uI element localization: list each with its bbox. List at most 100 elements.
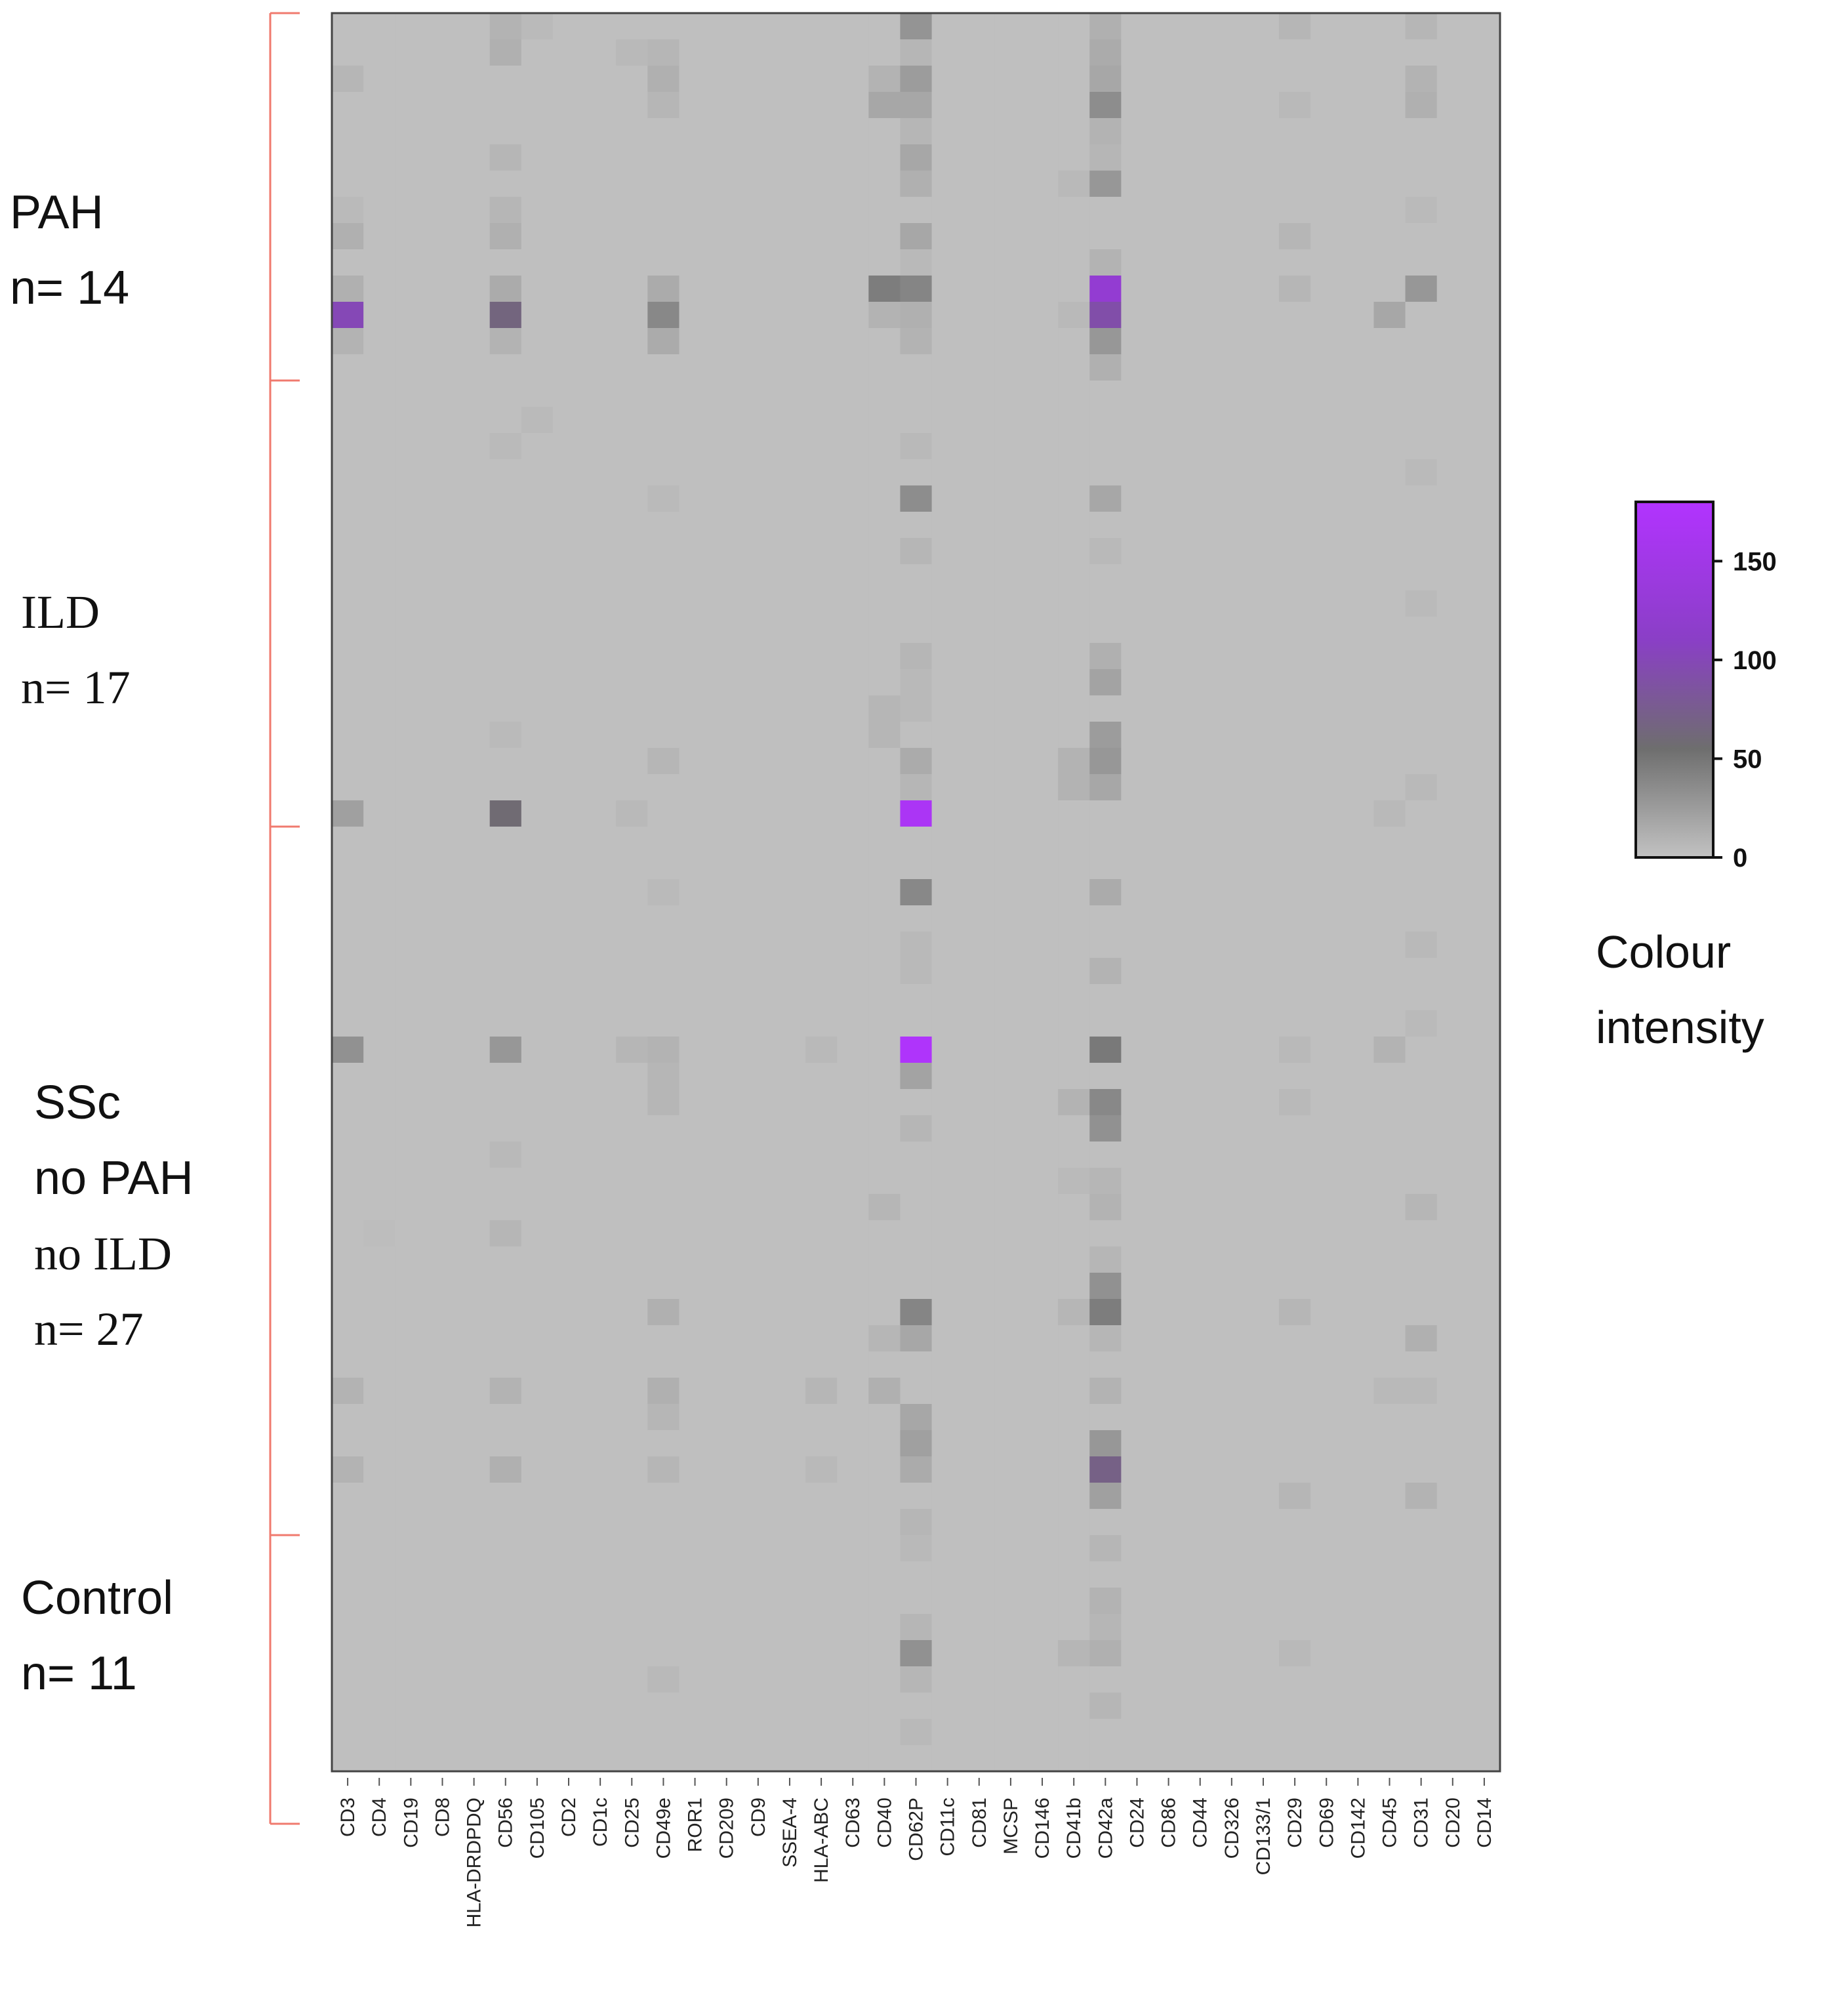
heatmap-cell <box>426 1351 459 1378</box>
heatmap-cell <box>1121 197 1154 224</box>
heatmap-cell <box>1468 1220 1501 1247</box>
heatmap-cell <box>458 800 491 827</box>
heatmap-cell <box>395 1037 428 1063</box>
heatmap-cell <box>1089 249 1122 276</box>
heatmap-cell <box>1373 1614 1406 1641</box>
heatmap-cell <box>805 1640 838 1667</box>
heatmap-cell <box>1405 1194 1438 1221</box>
heatmap-cell <box>426 66 459 93</box>
heatmap-cell <box>1184 1456 1217 1483</box>
heatmap-cell <box>1468 1456 1501 1483</box>
heatmap-cell <box>805 800 838 827</box>
heatmap-cell <box>332 1745 364 1772</box>
heatmap-cell <box>1184 1719 1217 1746</box>
heatmap-cell <box>963 1483 996 1510</box>
heatmap-cell <box>521 1168 554 1195</box>
heatmap-cell <box>1373 695 1406 722</box>
heatmap-cell <box>1058 1535 1090 1562</box>
heatmap-cell <box>1152 1063 1185 1090</box>
heatmap-cell <box>489 1456 522 1483</box>
heatmap-cell <box>521 1351 554 1378</box>
heatmap-cell <box>1310 118 1343 145</box>
heatmap-cell <box>1279 276 1311 302</box>
heatmap-cell <box>837 1666 869 1693</box>
heatmap-cell <box>1089 354 1122 381</box>
heatmap-cell <box>931 564 964 591</box>
heatmap-cell <box>1184 407 1217 434</box>
heatmap-cell <box>868 328 901 355</box>
heatmap-cell <box>458 1404 491 1431</box>
heatmap-cell <box>426 932 459 958</box>
heatmap-cell <box>710 1561 743 1588</box>
heatmap-cell <box>584 1246 617 1273</box>
heatmap-cell <box>837 1404 869 1431</box>
heatmap-cell <box>395 669 428 696</box>
heatmap-cell <box>1058 512 1090 539</box>
heatmap-cell <box>458 485 491 512</box>
heatmap-cell <box>1436 695 1469 722</box>
heatmap-cell <box>710 197 743 224</box>
heatmap-cell <box>1342 1115 1375 1142</box>
heatmap-cell <box>521 1194 554 1221</box>
heatmap-cell <box>521 1220 554 1247</box>
heatmap-cell <box>900 39 933 66</box>
heatmap-cell <box>868 1404 901 1431</box>
heatmap-cell <box>1310 748 1343 775</box>
heatmap-cell <box>616 1325 648 1352</box>
heatmap-cell <box>1089 197 1122 224</box>
heatmap-cell <box>616 1430 648 1457</box>
heatmap-cell <box>931 223 964 250</box>
colorbar-tick-label: 50 <box>1733 745 1762 773</box>
heatmap-cell <box>426 722 459 749</box>
heatmap-cell <box>647 1693 680 1719</box>
heatmap-cell <box>1089 643 1122 670</box>
heatmap-cell <box>1405 669 1438 696</box>
heatmap-cell <box>1468 748 1501 775</box>
heatmap-cell <box>1089 512 1122 539</box>
heatmap-cell <box>426 905 459 932</box>
heatmap-cell <box>1405 1614 1438 1641</box>
heatmap-cell <box>584 433 617 460</box>
heatmap-cell <box>1342 564 1375 591</box>
heatmap-cell <box>963 1640 996 1667</box>
heatmap-cell <box>1089 984 1122 1011</box>
heatmap-cell <box>332 958 364 985</box>
heatmap-cell <box>1152 1456 1185 1483</box>
heatmap-cell <box>1026 1509 1059 1536</box>
heatmap-cell <box>363 1037 396 1063</box>
heatmap-cell <box>710 1194 743 1221</box>
heatmap-cell <box>521 512 554 539</box>
heatmap-cell <box>616 879 648 906</box>
heatmap-cell <box>963 879 996 906</box>
heatmap-cell <box>647 92 680 119</box>
heatmap-cell <box>837 13 869 40</box>
heatmap-cell <box>1436 1299 1469 1326</box>
heatmap-cells <box>332 13 1501 1772</box>
heatmap-cell <box>1121 1430 1154 1457</box>
heatmap-cell <box>1279 1273 1311 1300</box>
heatmap-cell <box>1310 617 1343 644</box>
heatmap-cell <box>1089 302 1122 329</box>
heatmap-cell <box>363 984 396 1011</box>
heatmap-cell <box>742 197 775 224</box>
heatmap-cell <box>679 1509 712 1536</box>
heatmap-cell <box>963 197 996 224</box>
heatmap-cell <box>963 92 996 119</box>
heatmap-cell <box>710 800 743 827</box>
heatmap-cell <box>1279 249 1311 276</box>
heatmap-cell <box>900 1614 933 1641</box>
heatmap-cell <box>837 1351 869 1378</box>
heatmap-cell <box>426 748 459 775</box>
heatmap-cell <box>363 1089 396 1116</box>
heatmap-cell <box>900 92 933 119</box>
heatmap-cell <box>552 1614 585 1641</box>
heatmap-cell <box>584 1010 617 1037</box>
heatmap-cell <box>994 564 1027 591</box>
heatmap-cell <box>900 958 933 985</box>
heatmap-cell <box>363 197 396 224</box>
heatmap-cell <box>1436 853 1469 880</box>
heatmap-cell <box>1026 1063 1059 1090</box>
heatmap-cell <box>994 276 1027 302</box>
heatmap-cell <box>1152 1640 1185 1667</box>
heatmap-cell <box>1436 1246 1469 1273</box>
